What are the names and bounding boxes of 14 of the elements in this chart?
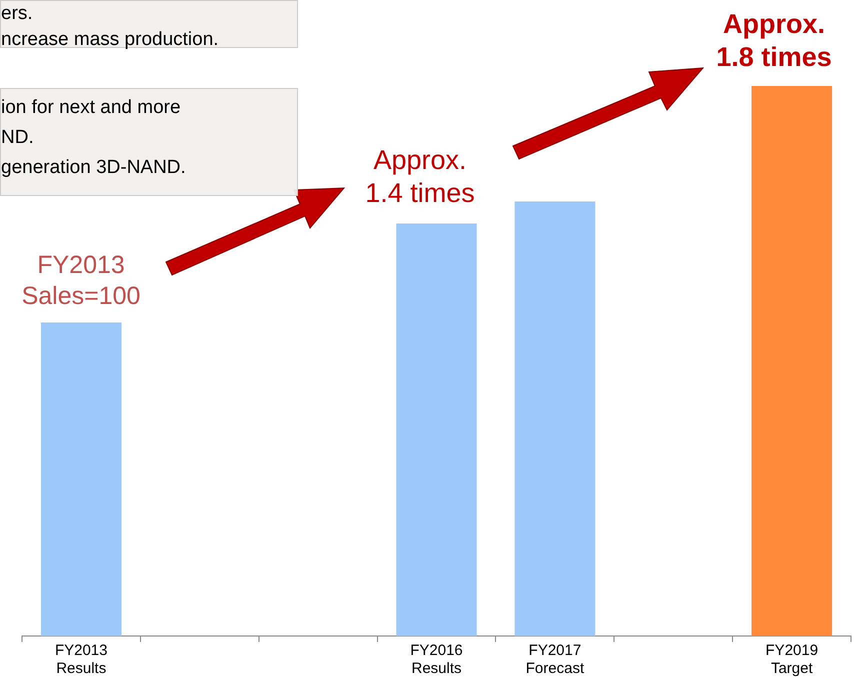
x-tick-label: FY2016 Results xyxy=(410,642,463,678)
bar xyxy=(752,86,832,636)
annotation: FY2013 Sales=100 xyxy=(22,251,140,310)
x-tick-label: FY2013 Results xyxy=(54,642,108,678)
text-box: ers. ncrease mass production. xyxy=(0,0,298,48)
x-tick-label: FY2019 Target xyxy=(766,642,818,678)
annotation: Approx. 1.4 times xyxy=(365,145,475,208)
bar xyxy=(396,224,477,636)
annotation: ion for next and more ND. generation 3D-NAND. xyxy=(1,97,186,178)
text-box: ion for next and more ND. generation 3D-NAND. xyxy=(0,88,298,196)
bar xyxy=(40,322,122,636)
bar xyxy=(514,202,596,636)
text: Approx. 1.8 times xyxy=(716,9,832,72)
x-tick-label: FY2017 Forecast xyxy=(526,642,585,678)
